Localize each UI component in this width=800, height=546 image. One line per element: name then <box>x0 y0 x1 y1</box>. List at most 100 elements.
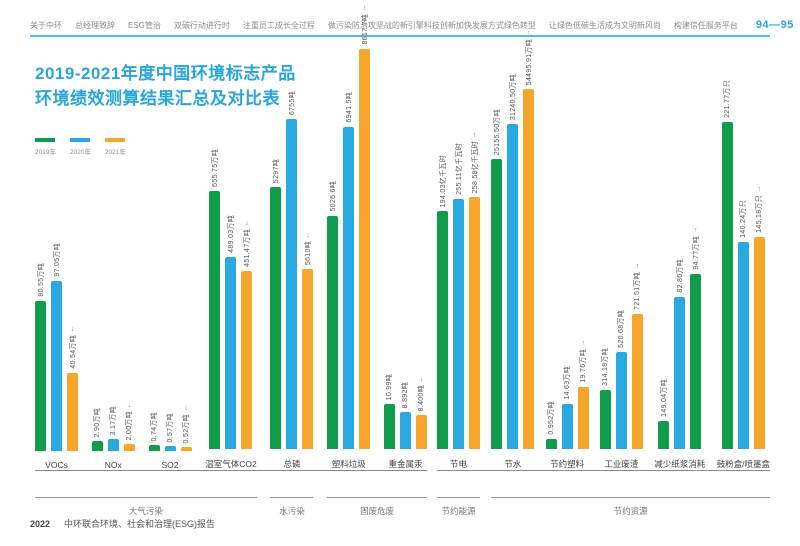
bar-2019年 <box>270 187 282 449</box>
section-bracket-节约能源: 节约能源 <box>437 497 480 517</box>
bar-2021年 <box>67 373 78 451</box>
bar-value-label: 3.17万吨 <box>110 405 118 435</box>
bar-2019年 <box>491 159 503 449</box>
trend-up-icon: ↑ <box>581 340 585 348</box>
category-label: NOx <box>104 460 122 470</box>
bar-slot: 255.11亿千瓦时 <box>453 143 464 449</box>
bar-value-label: 97.05万吨 <box>53 243 61 277</box>
bar-2021年 <box>123 444 135 451</box>
trend-up-icon: ↑ <box>362 5 367 13</box>
bar-2019年 <box>545 439 557 449</box>
bar-slot: 489.03万吨 <box>225 215 237 449</box>
bar-group: 149.04万吨 82.86万吨 ↑ 94.77万吨 减少纸浆消耗 <box>654 27 705 470</box>
bar-2020年 <box>507 124 519 449</box>
nav-item-tech-innovation: 科技创新加快发展方式绿色转型 <box>423 20 536 30</box>
bar-slot: ↑ 721.51万吨 <box>631 263 643 449</box>
bar-value-label: 5610吨 <box>304 240 312 265</box>
bar-group: 5026.6吨 6941.5吨 ↑ 8617.7吨 塑料垃圾 <box>327 5 371 470</box>
trend-down-icon: ↓ <box>184 404 188 412</box>
bar-cluster: 0.74万吨 0.57万吨 ↓ 0.52万吨 <box>148 29 192 451</box>
bar-slot: 520.68万吨 <box>615 310 627 449</box>
chart-legend: 2019年 2020年 2021年 <box>35 138 126 156</box>
bar-2021年 <box>241 271 253 449</box>
trend-up-icon: ↑ <box>635 263 640 271</box>
bar-value-label: 8617.7吨 <box>361 14 369 45</box>
bar-value-label: 94.77万吨 <box>692 236 700 270</box>
x-axis-right <box>437 470 770 471</box>
bar-slot: 0.74万吨 <box>148 412 160 451</box>
nav-item-gm-message: 总经理致辞 <box>75 20 115 30</box>
bar-slot: 6941.5吨 <box>343 92 355 449</box>
nav-item-employee-growth: 注重员工成长全过程 <box>242 20 315 30</box>
bar-slot: ↓ 8.400吨 <box>415 376 427 449</box>
bar-value-label: 721.51万吨 <box>634 272 642 310</box>
bar-slot: 8.892吨 <box>399 381 411 449</box>
bar-2021年 <box>690 274 702 449</box>
bar-value-label: 10.99吨 <box>386 373 394 400</box>
footer-year: 2022 <box>30 519 51 529</box>
chart-title-line1: 2019-2021年度中国环境标志产品 <box>35 64 296 83</box>
bar-value-label: 80.55万吨 <box>37 263 45 297</box>
bar-value-label: 40.54万吨 <box>69 335 77 369</box>
legend-label-2020: 2020年 <box>69 149 91 156</box>
bar-slot: ↓ 2.00万吨 <box>123 402 135 451</box>
category-label: 鼓粉盒/喷墨盒 <box>716 459 770 469</box>
bar-group: 10.99吨 8.892吨 ↓ 8.400吨 重金属汞 <box>383 27 427 470</box>
section-bracket-line <box>491 497 770 498</box>
trend-down-icon: ↓ <box>70 326 75 334</box>
bar-slot: 10.99吨 <box>383 373 395 449</box>
bar-value-label: 2.90万吨 <box>94 407 102 437</box>
bar-2019年 <box>721 122 733 449</box>
nav-item-esg-governance: ESG管治 <box>128 20 161 30</box>
legend-swatch-2021 <box>104 138 125 142</box>
section-label: 水污染 <box>279 506 305 516</box>
section-bracket-line <box>327 497 427 498</box>
bar-slot: 655.75万吨 <box>209 149 221 449</box>
bar-slot: 5297吨 <box>270 159 282 449</box>
bar-value-label: 314.18万吨 <box>602 348 610 386</box>
bar-2021年 <box>359 49 371 449</box>
bar-groups-left: 80.55万吨 97.05万吨 ↓ 40.54万吨 VOCs 2.90万吨 3.17万吨 ↓ 2… <box>35 5 427 470</box>
bar-2020年 <box>343 127 355 449</box>
footer-report-title: 中环联合环境、社会和治理(ESG)报告 <box>64 519 216 529</box>
bar-cluster: 2.90万吨 3.17万吨 ↓ 2.00万吨 <box>91 29 135 451</box>
section-bracket-节约资源: 节约资源 <box>491 497 770 517</box>
section-label: 节约资源 <box>613 506 648 516</box>
bar-value-label: 8.400吨 <box>418 384 426 411</box>
bar-value-label: 655.75万吨 <box>211 149 219 187</box>
bar-value-label: 8.892吨 <box>402 381 410 408</box>
chart-title: 2019-2021年度中国环境标志产品 环境绩效测算结果汇总及对比表 <box>35 62 296 111</box>
bar-value-label: 14.63万吨 <box>564 366 572 400</box>
legend-item-2019: 2019年 <box>35 138 56 156</box>
bar-value-label: 489.03万吨 <box>227 215 235 253</box>
bar-slot: 97.05万吨 <box>51 243 62 451</box>
bar-slot: 6755吨 <box>286 91 298 449</box>
chart-left-half: 80.55万吨 97.05万吨 ↓ 40.54万吨 VOCs 2.90万吨 3.17万吨 ↓ 2… <box>35 5 427 516</box>
bar-2021年 <box>469 197 480 449</box>
category-label: VOCs <box>45 460 68 470</box>
nav-item-about: 关于中环 <box>30 20 62 30</box>
bar-2020年 <box>399 412 411 449</box>
bar-slot: ↑ 19.76万吨 <box>577 340 589 449</box>
section-bracket-水污染: 水污染 <box>270 497 314 517</box>
bar-value-label: 19.76万吨 <box>580 349 588 383</box>
category-label: 减少纸浆消耗 <box>654 459 706 469</box>
bar-value-label: 0.52万吨 <box>183 413 190 443</box>
bar-slot: ↑ 145.18万只 <box>753 186 765 449</box>
trend-down-icon: ↓ <box>306 231 310 239</box>
nav-item-green-lifestyle: 让绿色低碳生活成为文明新风尚 <box>548 20 661 30</box>
bar-slot: 0.952万吨 <box>545 401 557 449</box>
category-label: 总磷 <box>283 459 301 469</box>
bar-cluster: 655.75万吨 489.03万吨 ↓ 451.47万吨 <box>209 27 253 449</box>
bar-cluster: 10.99吨 8.892吨 ↓ 8.400吨 <box>383 27 427 449</box>
category-label: 塑料垃圾 <box>331 459 366 469</box>
legend-label-2021: 2021年 <box>104 149 126 156</box>
legend-swatch-2019 <box>35 138 55 142</box>
category-label: 工业废渣 <box>604 459 639 469</box>
bar-slot: 3.17万吨 <box>107 405 119 451</box>
bar-2020年 <box>453 199 464 449</box>
bar-value-label: 258.58亿千瓦时 <box>471 140 479 193</box>
section-bracket-大气污染: 大气污染 <box>35 497 257 517</box>
trend-down-icon: ↓ <box>245 220 249 228</box>
bar-slot: 25155.50万吨 <box>491 109 503 449</box>
